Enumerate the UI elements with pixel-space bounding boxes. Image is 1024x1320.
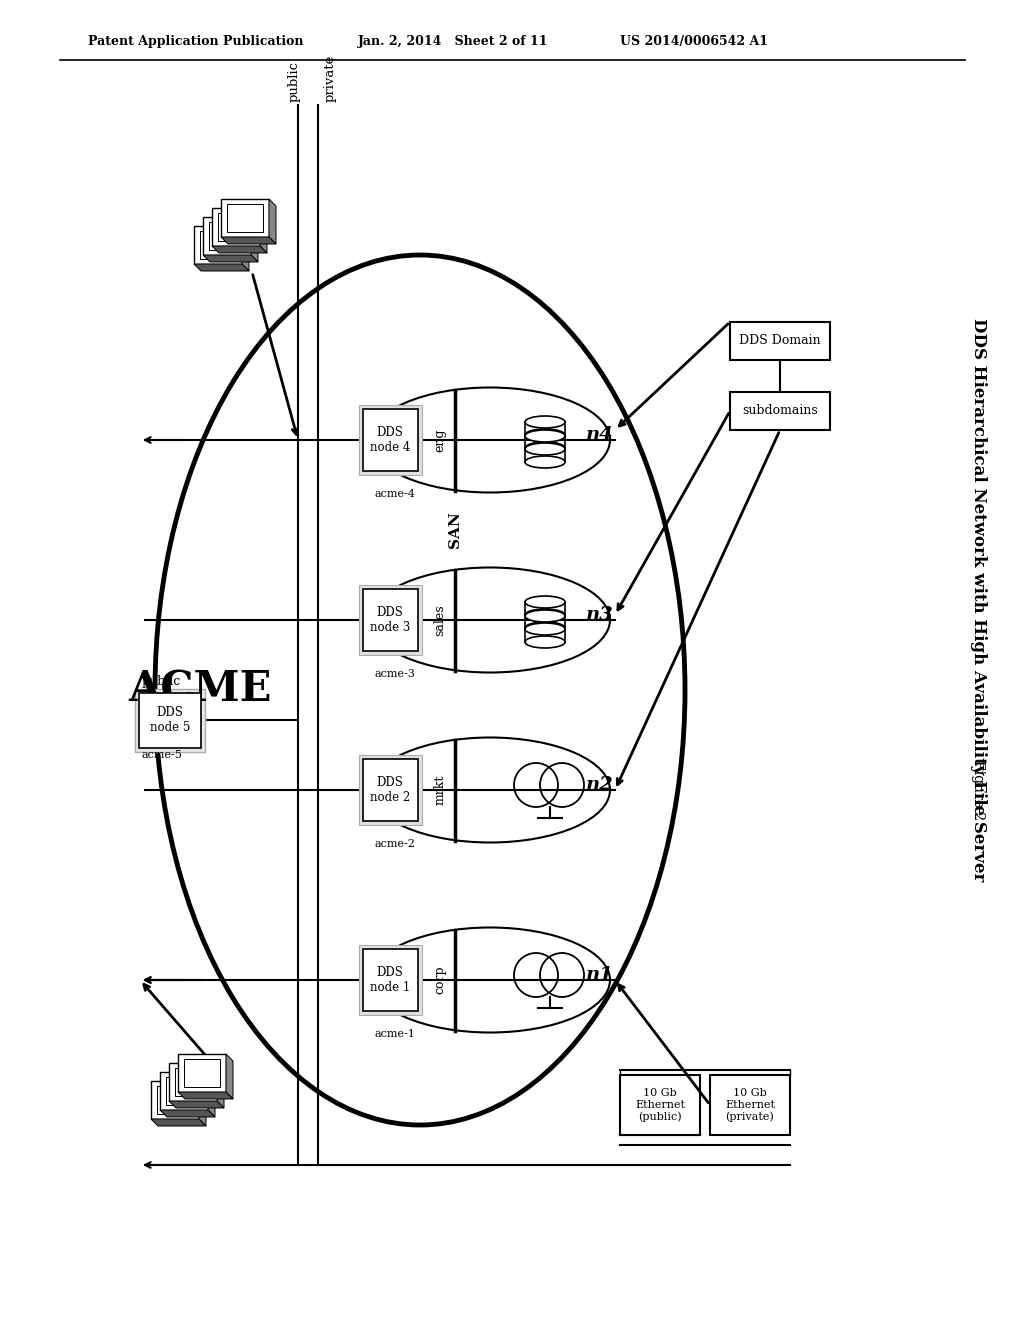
Text: DDS
node 1: DDS node 1 [370, 966, 411, 994]
Bar [135, 689, 205, 751]
Text: eng: eng [433, 428, 446, 451]
Ellipse shape [525, 442, 565, 454]
Ellipse shape [525, 609, 565, 620]
Text: acme-2: acme-2 [375, 840, 416, 849]
Bar [166, 1077, 202, 1105]
Polygon shape [226, 1053, 233, 1100]
Bar [221, 199, 269, 238]
Ellipse shape [525, 623, 565, 635]
Bar [178, 1053, 226, 1092]
Polygon shape [208, 1072, 215, 1117]
Polygon shape [269, 199, 276, 244]
Ellipse shape [525, 610, 565, 622]
Polygon shape [160, 1110, 215, 1117]
Bar [730, 392, 830, 430]
Ellipse shape [525, 636, 565, 648]
Ellipse shape [525, 597, 565, 609]
Ellipse shape [525, 430, 565, 442]
Polygon shape [251, 216, 258, 261]
Bar [620, 1074, 700, 1135]
Polygon shape [212, 246, 267, 253]
Polygon shape [169, 1101, 224, 1107]
Bar [200, 231, 236, 259]
Text: public: public [288, 61, 300, 102]
Text: DDS
node 5: DDS node 5 [150, 706, 190, 734]
Bar [160, 1072, 208, 1110]
Bar [358, 585, 422, 655]
Polygon shape [221, 238, 276, 244]
Bar [358, 755, 422, 825]
Bar [362, 949, 418, 1011]
Polygon shape [260, 209, 267, 253]
Text: DDS Domain: DDS Domain [739, 334, 821, 347]
Text: acme-5: acme-5 [141, 751, 182, 760]
Text: acme-1: acme-1 [375, 1030, 416, 1039]
Text: mrkt: mrkt [433, 775, 446, 805]
Text: sales: sales [433, 605, 446, 636]
Text: n1: n1 [586, 966, 613, 983]
Text: n3: n3 [586, 606, 613, 624]
Polygon shape [203, 255, 258, 261]
Text: DDS Hierarchical Network with High Availability File Server: DDS Hierarchical Network with High Avail… [970, 318, 986, 882]
Bar [730, 322, 830, 360]
Text: Jan. 2, 2014   Sheet 2 of 11: Jan. 2, 2014 Sheet 2 of 11 [358, 36, 549, 49]
Bar [175, 1068, 211, 1096]
Bar [212, 209, 260, 246]
Bar [169, 1063, 217, 1101]
Polygon shape [151, 1119, 206, 1126]
Text: Figure 2: Figure 2 [971, 760, 985, 820]
Text: Patent Application Publication: Patent Application Publication [88, 36, 303, 49]
Polygon shape [194, 264, 249, 271]
Bar [203, 216, 251, 255]
Bar [710, 1074, 790, 1135]
Ellipse shape [525, 416, 565, 428]
Bar [218, 213, 254, 242]
Bar [194, 226, 242, 264]
Polygon shape [199, 1081, 206, 1126]
Text: US 2014/0006542 A1: US 2014/0006542 A1 [620, 36, 768, 49]
Ellipse shape [525, 444, 565, 455]
Polygon shape [242, 226, 249, 271]
Text: public: public [142, 675, 181, 688]
Bar [184, 1059, 220, 1086]
Text: corp: corp [433, 966, 446, 994]
Text: 10 Gb
Ethernet
(private): 10 Gb Ethernet (private) [725, 1088, 775, 1122]
Bar [139, 693, 201, 747]
Text: subdomains: subdomains [742, 404, 818, 417]
Polygon shape [178, 1092, 233, 1100]
Bar [151, 1081, 199, 1119]
Bar [358, 405, 422, 475]
Text: DDS
node 3: DDS node 3 [370, 606, 411, 634]
Text: ACME: ACME [128, 669, 271, 711]
Text: private: private [324, 54, 337, 102]
Bar [209, 222, 245, 249]
Text: acme-3: acme-3 [375, 669, 416, 678]
Ellipse shape [525, 429, 565, 441]
Bar [362, 759, 418, 821]
Text: DDS
node 2: DDS node 2 [370, 776, 411, 804]
Text: SAN: SAN [449, 512, 462, 548]
Bar [362, 589, 418, 651]
Text: n4: n4 [586, 426, 613, 444]
Text: DDS
node 4: DDS node 4 [370, 426, 411, 454]
Polygon shape [217, 1063, 224, 1107]
Text: n2: n2 [586, 776, 613, 795]
Bar [227, 205, 263, 232]
Bar [358, 945, 422, 1015]
Bar [362, 409, 418, 471]
Bar [157, 1086, 193, 1114]
Ellipse shape [525, 455, 565, 469]
Text: 10 Gb
Ethernet
(public): 10 Gb Ethernet (public) [635, 1088, 685, 1122]
Ellipse shape [525, 622, 565, 634]
Text: acme-4: acme-4 [375, 488, 416, 499]
